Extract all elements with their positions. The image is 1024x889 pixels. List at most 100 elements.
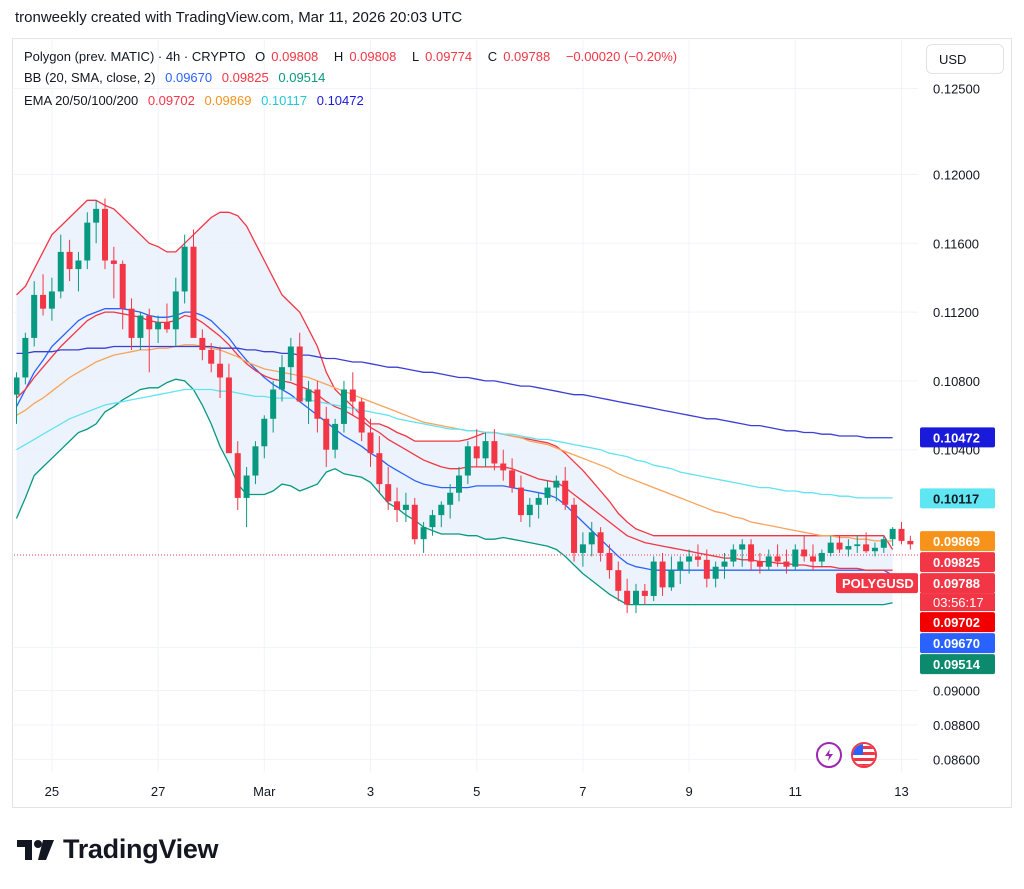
candle-body	[588, 532, 595, 545]
candle-body	[349, 389, 356, 402]
series-line-bb-lower	[15, 378, 893, 606]
series-line-bb-basis	[15, 308, 893, 576]
candle	[234, 441, 241, 510]
low-label: L	[411, 49, 420, 64]
legend-ema-row[interactable]: EMA 20/50/100/200 0.09702 0.09869 0.1011…	[24, 93, 370, 108]
ema50-value: 0.09869	[204, 93, 252, 108]
candle-body	[464, 446, 471, 476]
change-value: −0.00020 (−0.20%)	[565, 49, 678, 64]
y-tick-label: 0.10800	[933, 374, 980, 389]
price-label-text: 0.09702	[933, 615, 980, 630]
candle	[730, 544, 737, 567]
open-value: 0.09808	[271, 49, 319, 64]
price-label-ema100: 0.10117	[920, 488, 995, 509]
candle-body	[535, 497, 542, 505]
y-tick-label: 0.12000	[933, 167, 980, 182]
candle	[14, 372, 20, 424]
price-label-ema50: 0.09869	[920, 531, 995, 552]
candle-body	[447, 492, 454, 505]
price-label-text: 0.09670	[933, 636, 980, 651]
candle	[438, 501, 445, 528]
candle	[765, 549, 772, 571]
x-tick-label: 27	[151, 784, 165, 799]
candle-body	[323, 418, 330, 450]
candle	[544, 480, 551, 505]
price-label-box	[920, 654, 995, 675]
candle-body	[579, 544, 586, 553]
candle	[376, 435, 383, 493]
price-label-box	[920, 633, 995, 654]
candle	[827, 535, 834, 557]
candle-body	[792, 549, 799, 567]
candle	[597, 527, 604, 562]
close-value: 0.09788	[503, 49, 551, 64]
plot-area	[14, 198, 922, 850]
us-flag-icon[interactable]	[851, 742, 877, 768]
candle	[102, 198, 108, 270]
candle	[526, 497, 533, 528]
price-label-text: 0.09514	[933, 657, 981, 672]
candle	[748, 539, 755, 571]
candle-body	[765, 556, 772, 567]
candle	[420, 521, 427, 553]
price-label-box	[920, 488, 995, 509]
candle	[137, 312, 144, 350]
candle-body	[641, 590, 648, 596]
candle-body	[553, 480, 560, 488]
candle	[75, 251, 82, 292]
candle-body	[128, 308, 135, 338]
countdown-text: 03:56:17	[933, 595, 984, 610]
candle-body	[748, 544, 755, 562]
candle	[721, 552, 728, 579]
candle-body	[686, 556, 693, 562]
price-label-text: 0.10472	[933, 430, 980, 445]
candle	[367, 418, 374, 467]
candle-body	[181, 246, 188, 292]
x-tick-label: 13	[894, 784, 908, 799]
high-value: 0.09808	[349, 49, 397, 64]
candle-body	[889, 528, 896, 540]
candle-body	[730, 549, 737, 562]
bb-lower-value: 0.09514	[278, 70, 326, 85]
candle-body	[597, 532, 604, 553]
price-label-bb-lower: 0.09514	[920, 654, 995, 675]
candle	[579, 532, 586, 567]
candle-body	[420, 527, 427, 540]
candle	[296, 332, 303, 402]
candle-body	[526, 504, 533, 516]
candle-body	[48, 291, 55, 309]
candle-body	[146, 315, 153, 330]
candle-body	[199, 337, 206, 350]
candle	[535, 492, 542, 519]
bb-upper-value: 0.09825	[221, 70, 269, 85]
candle	[756, 552, 763, 574]
currency-button[interactable]: USD	[926, 44, 1004, 74]
candle-body	[712, 566, 719, 579]
tradingview-brand-text: TradingView	[63, 834, 219, 864]
candle	[146, 308, 153, 373]
high-label: H	[333, 49, 344, 64]
candle	[119, 260, 126, 330]
candle-body	[40, 294, 47, 309]
candle	[562, 466, 569, 510]
candle	[482, 432, 489, 467]
candle-body	[916, 849, 922, 850]
legend-symbol-title[interactable]: Polygon (prev. MATIC) · 4h · CRYPTO	[24, 49, 246, 64]
legend-bb-row[interactable]: BB (20, SMA, close, 2) 0.09670 0.09825 0…	[24, 70, 331, 85]
candle-body	[624, 590, 631, 605]
series-line-ema-50	[16, 344, 893, 542]
candle	[447, 484, 454, 519]
candle	[845, 539, 852, 557]
price-label-box	[920, 531, 995, 552]
lightning-icon[interactable]	[816, 742, 842, 768]
tradingview-logo[interactable]: TradingView	[17, 834, 219, 865]
candle-body	[75, 260, 82, 270]
candle	[668, 556, 675, 591]
candle-body	[871, 547, 878, 552]
candle	[22, 332, 29, 385]
close-label: C	[487, 49, 498, 64]
candle-body	[429, 515, 436, 528]
price-label-text: 0.10117	[933, 491, 979, 506]
candle-body	[296, 346, 303, 402]
